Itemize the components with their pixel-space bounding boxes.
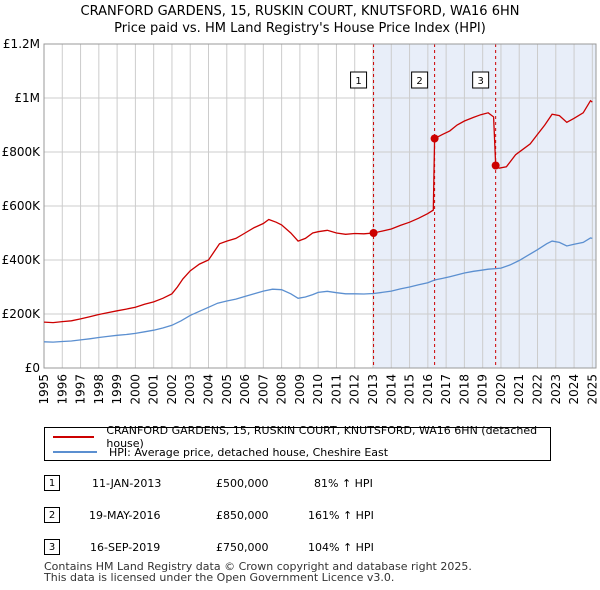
x-tick-label: 2007: [256, 374, 270, 405]
x-tick-label: 2017: [439, 374, 453, 405]
x-tick-label: 2023: [549, 374, 563, 405]
transaction-row: 2 19-MAY-2016 £850,000 161% ↑ HPI: [44, 507, 564, 525]
x-tick-label: 2008: [275, 374, 289, 405]
transaction-number: 2: [44, 507, 60, 523]
x-tick-label: 2025: [585, 374, 599, 405]
x-tick-label: 2013: [366, 374, 380, 405]
sale-label-box: [350, 71, 368, 89]
plot-frame: [43, 43, 597, 369]
legend-swatch-hpi: [53, 451, 97, 453]
x-tick-label: 2010: [311, 374, 325, 405]
x-tick-label: 2022: [531, 374, 545, 405]
x-tick-label: 1997: [74, 374, 88, 405]
x-tick-label: 1996: [55, 374, 69, 405]
transaction-date: 16-SEP-2019: [90, 541, 161, 554]
x-tick-label: 2002: [165, 374, 179, 405]
transaction-hpi: 81% ↑ HPI: [314, 477, 373, 490]
y-tick-label: £400K: [2, 253, 42, 267]
x-tick-label: 2020: [494, 374, 508, 405]
x-tick-label: 2019: [476, 374, 490, 405]
transaction-price: £750,000: [216, 541, 269, 554]
legend-label-hpi: HPI: Average price, detached house, Ches…: [109, 445, 389, 459]
x-tick-label: 2016: [421, 374, 435, 405]
x-tick-label: 2004: [202, 374, 216, 405]
transaction-price: £850,000: [216, 509, 269, 522]
sale-label-text: 3: [477, 76, 483, 87]
y-tick-label: £200K: [2, 307, 42, 321]
transaction-number: 1: [44, 475, 60, 491]
legend-item-property: CRANFORD GARDENS, 15, RUSKIN COURT, KNUT…: [53, 424, 550, 450]
sale-point: [369, 229, 378, 237]
x-tick-label: 2001: [147, 374, 161, 405]
sale-label-text: 2: [416, 76, 422, 87]
x-tick-label: 2003: [183, 374, 197, 405]
hpi-line: [43, 237, 593, 343]
x-tick-label: 2011: [329, 374, 343, 405]
y-tick-label: £1.2M: [3, 37, 40, 51]
transaction-number: 3: [44, 539, 60, 555]
sale-point: [491, 161, 500, 170]
transaction-row: 1 11-JAN-2013 £500,000 81% ↑ HPI: [44, 475, 564, 493]
transaction-row: 3 16-SEP-2019 £750,000 104% ↑ HPI: [44, 539, 564, 557]
transaction-hpi: 161% ↑ HPI: [308, 509, 374, 522]
footer-line2: This data is licensed under the Open Gov…: [44, 571, 395, 584]
footer-line1: Contains HM Land Registry data © Crown c…: [44, 560, 472, 573]
x-tick-label: 2005: [220, 374, 234, 405]
transaction-price: £500,000: [216, 477, 269, 490]
x-tick-label: 2024: [567, 374, 581, 405]
legend-swatch-property: [53, 436, 95, 438]
sale-label-text: 1: [355, 76, 361, 87]
legend-label-property: CRANFORD GARDENS, 15, RUSKIN COURT, KNUT…: [106, 424, 538, 450]
x-tick-label: 2009: [293, 374, 307, 405]
sale-point: [430, 134, 439, 143]
property-line: [43, 99, 593, 324]
y-tick-label: £600K: [2, 199, 42, 213]
x-tick-label: 2018: [457, 374, 471, 405]
x-tick-label: 2012: [348, 374, 362, 405]
x-tick-label: 2006: [238, 374, 252, 405]
price-chart: £0 £200K £400K £600K £800K £1M £1.2M 1995 1996 19…: [2, 37, 600, 405]
x-tick-label: 2021: [512, 374, 526, 405]
y-tick-label: £800K: [2, 145, 42, 159]
x-tick-label: 2015: [403, 374, 417, 405]
y-tick-label: £0: [25, 361, 40, 375]
x-tick-label: 1999: [110, 374, 124, 405]
chart-title-line2: Price paid vs. HM Land Registry's House …: [114, 21, 486, 36]
transaction-date: 19-MAY-2016: [89, 509, 161, 522]
transaction-hpi: 104% ↑ HPI: [308, 541, 374, 554]
x-tick-label: 2014: [384, 374, 398, 405]
transaction-date: 11-JAN-2013: [92, 477, 162, 490]
footer-note: Contains HM Land Registry data © Crown c…: [44, 561, 472, 583]
legend: CRANFORD GARDENS, 15, RUSKIN COURT, KNUT…: [44, 424, 551, 461]
y-tick-label: £1M: [14, 91, 40, 105]
sale-label-box: [411, 71, 429, 89]
x-tick-label: 2000: [128, 374, 142, 405]
x-tick-label: 1995: [37, 374, 51, 405]
x-tick-label: 1998: [92, 374, 106, 405]
legend-item-hpi: HPI: Average price, detached house, Ches…: [53, 445, 388, 459]
sale-label-box: [472, 71, 490, 89]
chart-title-line1: CRANFORD GARDENS, 15, RUSKIN COURT, KNUT…: [80, 4, 520, 19]
